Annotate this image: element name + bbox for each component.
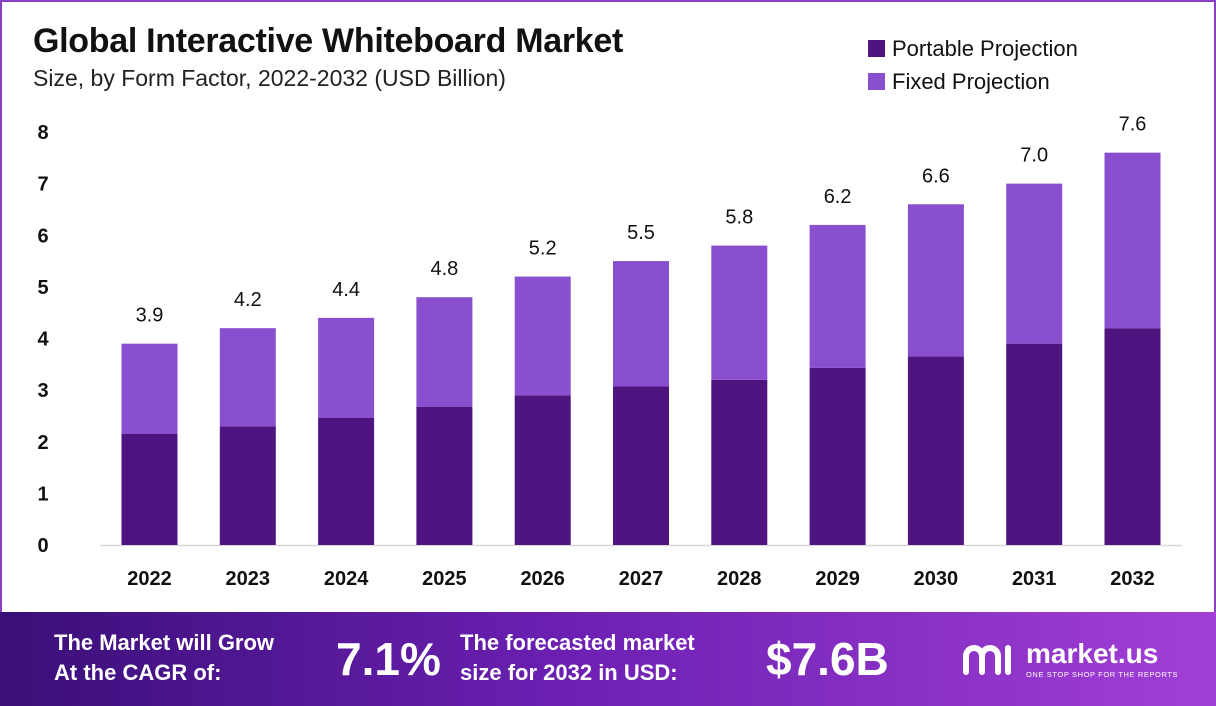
bar-segment-portable	[711, 379, 768, 545]
brand: market.us ONE STOP SHOP FOR THE REPORTS	[962, 640, 1178, 680]
cagr-value: 7.1%	[336, 633, 441, 685]
y-tick-label: 8	[37, 122, 48, 144]
bar-segment-portable	[318, 418, 375, 545]
y-tick-label: 6	[37, 225, 48, 247]
x-tick-label: 2025	[422, 568, 467, 590]
cagr-label-line2: At the CAGR of:	[54, 660, 222, 685]
brand-tagline: ONE STOP SHOP FOR THE REPORTS	[1026, 670, 1179, 679]
bar-chart: 0 1 2 3 4 5 6 7 8 3.9 2022 4.2 2023 4.4 2024 4.8 2025 5.2…	[37, 114, 1182, 590]
forecast-label: The forecasted market size for 2032 in U…	[460, 628, 695, 688]
x-tick-label: 2030	[914, 568, 959, 590]
chart-title: Global Interactive Whiteboard Market	[33, 22, 623, 60]
legend-swatch-fixed	[868, 73, 885, 90]
legend: Portable Projection Fixed Projection	[868, 32, 1078, 98]
bar-total-label: 6.6	[922, 165, 950, 187]
chart-subtitle: Size, by Form Factor, 2022-2032 (USD Bil…	[33, 65, 506, 91]
bar-segment-fixed	[809, 224, 866, 368]
bar-segment-fixed	[121, 343, 178, 435]
x-tick-label: 2026	[520, 568, 565, 590]
x-tick-label: 2027	[619, 568, 664, 590]
legend-label-portable: Portable Projection	[892, 35, 1078, 61]
x-tick-label: 2024	[324, 568, 369, 590]
legend-item-portable: Portable Projection	[868, 32, 1078, 65]
bar-segment-fixed	[1104, 152, 1161, 329]
x-tick-label: 2029	[815, 568, 860, 590]
footer-banner: The Market will Grow At the CAGR of: 7.1…	[0, 612, 1216, 706]
bar-total-label: 5.2	[529, 238, 557, 260]
y-tick-label: 1	[37, 483, 48, 505]
cagr-label-line1: The Market will Grow	[54, 630, 275, 655]
forecast-label-line2: size for 2032 in USD:	[460, 660, 678, 685]
bar-segment-fixed	[318, 317, 375, 419]
brand-name: market.us	[1026, 638, 1159, 669]
bar-segment-portable	[219, 426, 276, 545]
legend-label-fixed: Fixed Projection	[892, 68, 1050, 94]
legend-swatch-portable	[868, 40, 885, 57]
y-tick-label: 7	[37, 174, 48, 196]
x-tick-label: 2022	[127, 568, 172, 590]
bar-segment-portable	[613, 386, 669, 545]
x-tick-label: 2023	[226, 568, 271, 590]
bar-segment-portable	[514, 395, 571, 545]
bar-total-label: 3.9	[136, 305, 164, 327]
bar-segment-portable	[1006, 343, 1063, 545]
bar-segment-fixed	[907, 204, 964, 357]
cagr-label: The Market will Grow At the CAGR of:	[54, 628, 274, 688]
bar-segment-portable	[907, 356, 964, 545]
forecast-label-line1: The forecasted market	[460, 630, 695, 655]
bar-total-label: 5.5	[627, 222, 655, 244]
y-tick-label: 0	[37, 535, 48, 557]
bar-segment-fixed	[1006, 183, 1063, 344]
brand-text: market.us ONE STOP SHOP FOR THE REPORTS	[1026, 640, 1178, 680]
market-us-logo-icon	[963, 645, 1011, 675]
bar-segment-portable	[809, 367, 866, 545]
bar-total-label: 6.2	[824, 186, 852, 208]
bar-segment-fixed	[514, 276, 571, 396]
legend-item-fixed: Fixed Projection	[868, 65, 1078, 98]
y-tick-label: 3	[37, 380, 48, 402]
bar-total-label: 4.4	[332, 279, 360, 301]
bar-total-label: 4.2	[234, 289, 262, 311]
y-tick-label: 5	[37, 277, 48, 299]
bar-total-label: 5.8	[725, 207, 753, 229]
x-tick-label: 2032	[1110, 568, 1155, 590]
bar-total-label: 7.0	[1020, 145, 1048, 167]
forecast-value: $7.6B	[766, 633, 889, 685]
bar-segment-fixed	[219, 328, 276, 427]
bar-total-label: 7.6	[1119, 114, 1147, 136]
bar-segment-portable	[121, 434, 178, 545]
bar-segment-fixed	[416, 297, 473, 407]
bar-total-label: 4.8	[430, 258, 458, 280]
y-tick-label: 2	[37, 432, 48, 454]
x-tick-label: 2028	[717, 568, 762, 590]
bar-segment-portable	[1104, 328, 1161, 545]
bar-segment-fixed	[711, 245, 768, 380]
x-tick-label: 2031	[1012, 568, 1057, 590]
y-tick-label: 4	[37, 329, 49, 351]
bar-segment-fixed	[613, 261, 669, 387]
bar-segment-portable	[416, 406, 473, 545]
